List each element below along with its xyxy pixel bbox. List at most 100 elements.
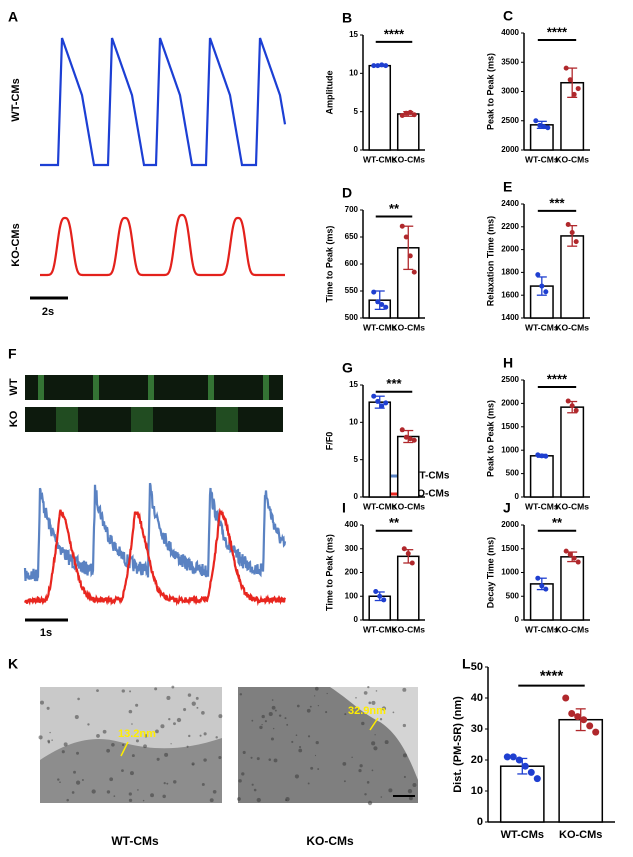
data-point [371, 63, 377, 69]
em-texture [129, 690, 132, 693]
data-point [543, 289, 549, 295]
data-point [539, 583, 545, 589]
em-texture [166, 695, 171, 700]
y-tick-label: 1400 [501, 313, 519, 322]
y-tick-label: 700 [345, 205, 359, 214]
em-texture [325, 711, 328, 714]
em-texture [186, 745, 189, 748]
em-texture [201, 782, 205, 786]
em-texture [250, 756, 253, 759]
y-axis-label: Amplitude [324, 71, 334, 115]
data-point [533, 118, 539, 124]
arrow [120, 741, 129, 757]
y-tick-label: 3000 [501, 87, 519, 96]
em-texture [142, 799, 145, 802]
arrow [369, 717, 379, 731]
y-tick-label: 30 [471, 723, 483, 735]
panel-label: K [8, 656, 18, 672]
em-texture [307, 735, 311, 738]
stripe [131, 407, 153, 432]
em-texture [402, 753, 407, 758]
y-tick-label: 550 [345, 286, 359, 295]
y-tick-label: 2000 [501, 399, 519, 408]
em-texture [238, 779, 242, 783]
y-tick-label: 10 [349, 68, 358, 77]
em-texture [121, 769, 124, 773]
data-point [371, 289, 377, 295]
x-tick-label: KO-CMs [391, 154, 425, 164]
em-texture [102, 729, 107, 734]
em-texture [272, 727, 275, 730]
em-texture [40, 700, 44, 705]
em-texture [366, 781, 370, 784]
data-point [403, 434, 409, 440]
panel-label: E [503, 179, 512, 195]
panel-label: D [342, 185, 352, 201]
em-texture [166, 782, 169, 785]
wt-ca-trace [23, 482, 287, 582]
em-texture [49, 731, 51, 734]
y-tick-label: 0 [515, 615, 520, 624]
em-texture [402, 723, 407, 728]
em-texture [128, 709, 133, 714]
data-point [543, 453, 549, 459]
em-texture [113, 795, 116, 797]
error-bar [374, 290, 385, 311]
em-texture [286, 723, 289, 726]
trace-label: KO-CMs [10, 223, 22, 266]
em-texture [188, 734, 191, 738]
data-point [539, 453, 545, 459]
em-texture [73, 770, 76, 774]
em-texture [137, 789, 139, 791]
em-texture [155, 729, 159, 734]
data-point [539, 283, 545, 289]
data-point [567, 77, 573, 83]
em-texture [274, 709, 277, 712]
data-point [379, 302, 385, 307]
em-texture [363, 691, 368, 695]
y-tick-label: 2500 [501, 375, 519, 384]
em-texture [317, 704, 320, 707]
x-tick-label: WT-CMs [525, 624, 559, 634]
data-point [379, 403, 385, 409]
annotation: 13.2nm [118, 728, 156, 740]
x-tick-label: KO-CMs [555, 501, 589, 511]
em-texture [359, 764, 363, 768]
annotation: 32.9nm [348, 705, 386, 717]
data-point [383, 304, 389, 310]
y-tick-label: 20 [471, 754, 483, 766]
em-texture [251, 783, 254, 786]
significance-label: ** [389, 201, 400, 216]
em-texture [342, 762, 347, 766]
em-texture [368, 701, 372, 705]
x-tick-label: WT-CMs [363, 624, 397, 634]
panel-label: F [8, 346, 17, 362]
data-point [503, 753, 511, 761]
bar [396, 113, 420, 151]
em-texture [364, 793, 367, 796]
bar [368, 64, 392, 151]
data-point [575, 86, 581, 92]
data-point [407, 253, 413, 259]
em-texture [371, 769, 374, 772]
data-point [401, 546, 407, 552]
em-texture [261, 714, 265, 719]
em-texture [203, 758, 207, 762]
data-point [405, 551, 411, 556]
bar [396, 435, 420, 498]
em-texture [309, 705, 312, 708]
y-tick-label: 500 [506, 591, 520, 600]
y-axis-label: Peak to Peak (ms) [485, 53, 495, 130]
data-point [383, 63, 389, 69]
y-tick-label: 2000 [501, 520, 519, 529]
data-point [567, 551, 573, 557]
y-tick-label: 5 [354, 455, 359, 464]
data-point [509, 753, 517, 761]
em-texture [81, 778, 84, 782]
y-tick-label: 1600 [501, 290, 519, 299]
stripe [93, 375, 99, 400]
em-texture [388, 788, 393, 793]
row-label: WT [8, 378, 20, 395]
stripe [216, 407, 238, 432]
em-texture [381, 706, 387, 711]
